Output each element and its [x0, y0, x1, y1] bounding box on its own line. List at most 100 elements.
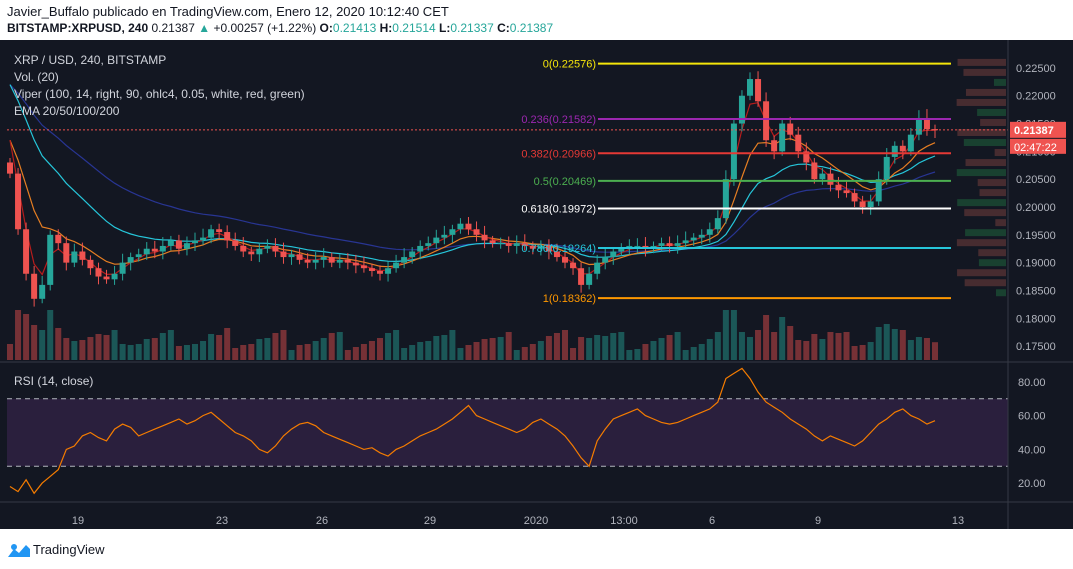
axes: 0.225000.220000.215000.210000.205000.200…: [0, 40, 1073, 529]
volume-bar: [465, 345, 472, 360]
volume-bar: [135, 344, 142, 360]
high-label: H:: [379, 21, 393, 35]
candle-body: [465, 223, 472, 230]
candle-body: [224, 232, 231, 241]
volume-bar: [377, 338, 383, 360]
volume-bar: [264, 338, 271, 360]
candle-body: [240, 245, 247, 252]
candle-body: [39, 284, 46, 299]
candle-body: [7, 162, 13, 174]
volume-bar: [288, 350, 295, 360]
volume-bar: [779, 317, 786, 360]
volume-bar: [15, 310, 22, 360]
fib-level-label: 0.786(0.19264): [521, 243, 596, 255]
candle-body: [907, 134, 914, 152]
volume-bar: [417, 342, 424, 360]
candle-body: [505, 243, 512, 246]
candle-body: [200, 237, 207, 241]
volume-profile-bar: [964, 209, 1006, 217]
price-pane[interactable]: 0(0.22576) 0.236(0.21582) 0.382(0.20966) 0.…: [7, 59, 1008, 360]
time-tick-label: 29: [424, 515, 436, 527]
time-tick-label: 9: [815, 515, 821, 527]
volume-bar: [513, 350, 520, 360]
volume-bar: [843, 332, 850, 360]
volume-bar: [915, 337, 922, 360]
volume-bar: [55, 328, 62, 360]
volume-bar: [79, 340, 86, 360]
time-tick-label: 6: [709, 515, 715, 527]
candle-body: [127, 257, 134, 263]
candle-body: [457, 223, 464, 230]
candle-body: [529, 245, 536, 249]
candle-body: [811, 162, 818, 180]
volume-profile-bar: [956, 239, 1006, 247]
rsi-pane[interactable]: [7, 367, 1008, 495]
open-label: O:: [319, 21, 333, 35]
volume-bar: [87, 337, 94, 360]
volume-bar: [71, 341, 78, 360]
volume-bar: [755, 330, 762, 360]
candle-body: [867, 201, 874, 207]
volume-bar: [344, 350, 351, 360]
volume-profile-bar: [978, 259, 1006, 267]
candle-body: [883, 156, 890, 180]
volume-bar: [320, 338, 327, 360]
volume-bar: [167, 330, 174, 360]
candle-body: [87, 259, 94, 269]
volume-bar: [891, 329, 898, 360]
candle-body: [15, 173, 22, 230]
volume-profile-bar: [977, 179, 1006, 187]
volume-bar: [433, 336, 440, 360]
chart-canvas[interactable]: 0(0.22576)0.236(0.21582)0.382(0.20966)0.…: [0, 40, 1073, 529]
candle-body: [417, 245, 424, 252]
fib-level-label: 0.5(0.20469): [534, 176, 596, 188]
candle-body: [513, 243, 520, 246]
tradingview-brand[interactable]: TradingView: [33, 542, 105, 557]
volume-bar: [529, 344, 536, 360]
volume-bar: [923, 338, 930, 360]
candle-body: [183, 243, 190, 249]
volume-bar: [449, 330, 456, 360]
open-value: 0.21413: [332, 21, 377, 35]
volume-bar: [787, 326, 794, 360]
volume-bar: [747, 337, 753, 360]
rsi-line: [9, 367, 936, 495]
time-tick-label: 2020: [524, 515, 548, 527]
candle-body: [23, 229, 30, 274]
volume-legend: Vol. (20): [14, 70, 59, 84]
candle-body: [47, 234, 54, 285]
candle-body: [216, 229, 223, 233]
volume-profile-bar: [995, 219, 1006, 227]
volume-bar: [39, 330, 46, 360]
candle-body: [674, 243, 681, 246]
volume-bar: [95, 334, 102, 360]
volume-bar: [111, 330, 118, 360]
candle-body: [401, 257, 408, 263]
candle-body: [682, 240, 689, 244]
candle-body: [31, 273, 38, 299]
volume-bar: [312, 341, 319, 360]
candle-body: [79, 251, 86, 260]
candle-body: [666, 243, 673, 246]
volume-bar: [738, 332, 745, 360]
ema-legend: EMA 20/50/100/200: [14, 104, 120, 118]
ema200-line: [9, 84, 936, 253]
candle-body: [63, 243, 70, 263]
volume-profile-bar: [965, 159, 1006, 167]
volume-bar: [127, 345, 134, 360]
volume-bar: [505, 332, 512, 360]
tradingview-logo-icon[interactable]: [8, 543, 30, 557]
candle-body: [449, 229, 456, 235]
volume-bar: [151, 338, 158, 360]
volume-bar: [795, 340, 802, 360]
candle-body: [192, 240, 198, 244]
volume-bar: [360, 344, 367, 360]
candle-body: [843, 190, 850, 194]
volume-bar: [586, 338, 593, 360]
candle-body: [875, 179, 882, 202]
candle-body: [368, 268, 375, 271]
volume-bar: [819, 339, 826, 360]
volume-bar: [240, 345, 247, 360]
fib-level-label: 1(0.18362): [543, 293, 596, 305]
volume-profile-bar: [964, 279, 1006, 287]
